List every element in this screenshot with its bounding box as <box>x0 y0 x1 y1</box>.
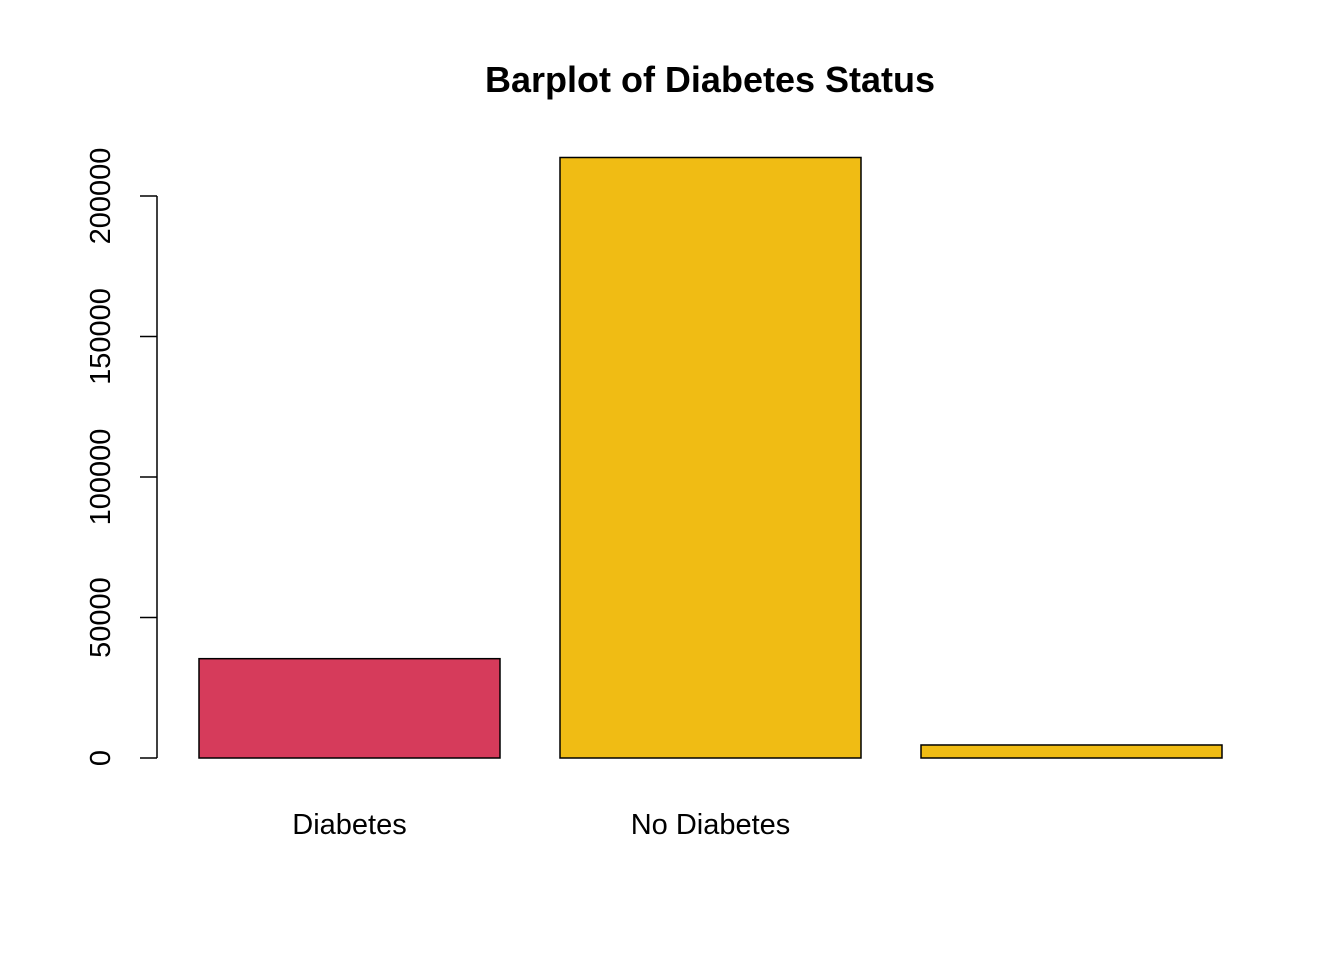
x-axis-labels: Diabetes No Diabetes <box>292 809 790 841</box>
x-category-label: No Diabetes <box>631 809 791 841</box>
y-tick-label: 200000 <box>85 148 117 245</box>
x-category-label: Diabetes <box>292 809 406 841</box>
chart-title: Barplot of Diabetes Status <box>485 59 935 100</box>
y-tick-label: 0 <box>85 750 117 766</box>
bar <box>559 156 862 759</box>
y-tick-label: 100000 <box>85 429 117 526</box>
y-tick-label: 50000 <box>85 577 117 658</box>
bar <box>920 744 1223 759</box>
y-tick-label: 150000 <box>85 288 117 385</box>
bars-group <box>198 156 1223 759</box>
bar <box>198 657 501 759</box>
y-axis: 0 50000 100000 150000 200000 <box>85 148 158 766</box>
